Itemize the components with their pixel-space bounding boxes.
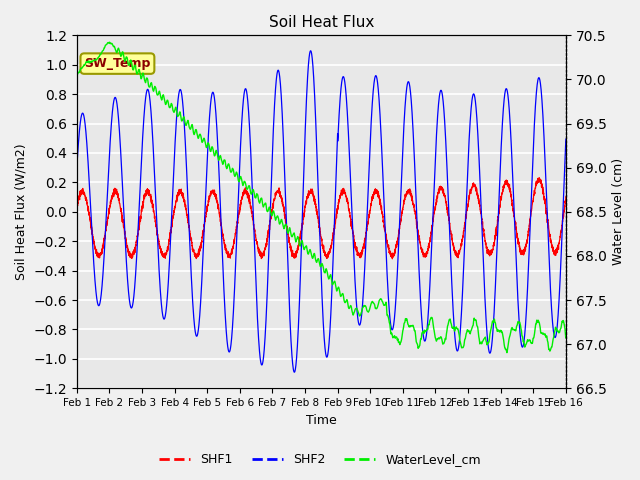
SHF1 xyxy=(369,193,376,199)
SHF2 xyxy=(562,139,570,145)
WaterLevel_cm xyxy=(562,335,570,341)
WaterLevel_cm xyxy=(106,39,113,45)
SHF1 xyxy=(516,243,524,249)
WaterLevel_cm xyxy=(503,350,511,356)
SHF1 xyxy=(562,196,570,202)
SHF2 xyxy=(369,93,376,99)
SHF2 xyxy=(562,136,570,142)
Line: SHF1: SHF1 xyxy=(77,178,566,259)
SHF1 xyxy=(388,256,396,262)
WaterLevel_cm xyxy=(378,296,385,302)
Line: WaterLevel_cm: WaterLevel_cm xyxy=(77,42,566,353)
SHF2 xyxy=(378,138,385,144)
SHF2 xyxy=(291,369,298,375)
SHF1 xyxy=(562,194,570,200)
Legend: SHF1, SHF2, WaterLevel_cm: SHF1, SHF2, WaterLevel_cm xyxy=(154,448,486,471)
X-axis label: Time: Time xyxy=(306,414,337,427)
SHF2 xyxy=(73,163,81,169)
Y-axis label: Soil Heat Flux (W/m2): Soil Heat Flux (W/m2) xyxy=(15,144,28,280)
Y-axis label: Water Level (cm): Water Level (cm) xyxy=(612,158,625,265)
WaterLevel_cm xyxy=(369,299,376,304)
SHF2 xyxy=(209,90,217,96)
WaterLevel_cm xyxy=(178,118,186,124)
Line: SHF2: SHF2 xyxy=(77,51,566,372)
SHF2 xyxy=(307,48,314,54)
SHF1 xyxy=(73,203,81,208)
SHF1 xyxy=(377,203,385,209)
SHF2 xyxy=(516,325,524,331)
WaterLevel_cm xyxy=(210,149,218,155)
WaterLevel_cm xyxy=(562,335,570,340)
SHF1 xyxy=(209,188,217,194)
SHF1 xyxy=(178,190,186,195)
SHF2 xyxy=(178,91,186,97)
Title: Soil Heat Flux: Soil Heat Flux xyxy=(269,15,374,30)
WaterLevel_cm xyxy=(73,72,81,77)
WaterLevel_cm xyxy=(516,319,524,325)
Text: SW_Temp: SW_Temp xyxy=(84,57,150,70)
SHF1 xyxy=(536,175,543,180)
